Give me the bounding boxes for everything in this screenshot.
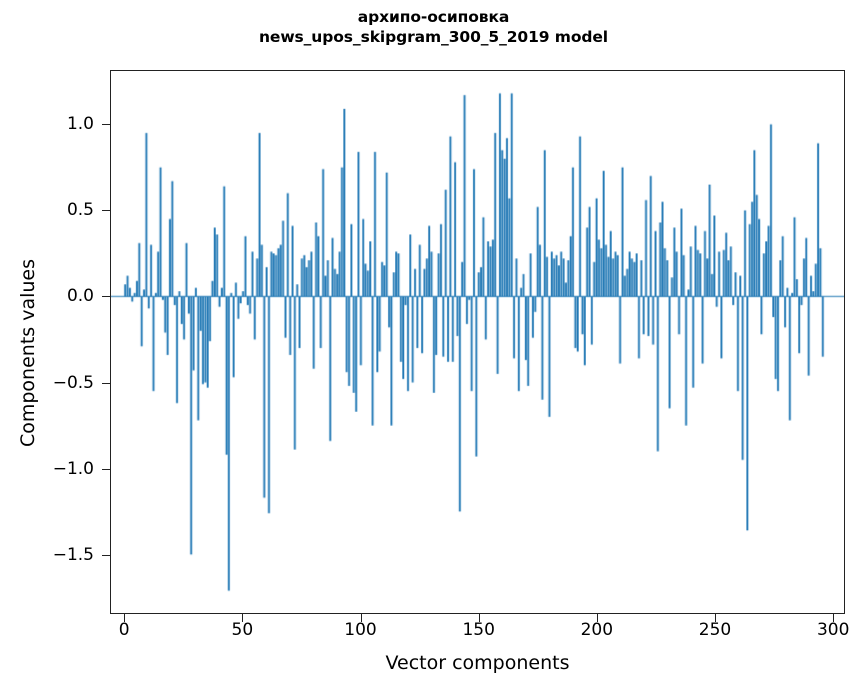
bar-series-canvas xyxy=(111,71,844,613)
x-tick-label: 50 xyxy=(231,620,254,640)
x-tick-label: 300 xyxy=(816,620,850,640)
x-tick-label: 0 xyxy=(118,620,130,640)
y-tick-label: −0.5 xyxy=(52,372,94,393)
y-tick-mark xyxy=(102,555,110,557)
y-tick-label: 0.0 xyxy=(66,286,94,307)
y-tick-mark xyxy=(102,382,110,384)
x-tick-mark xyxy=(242,614,244,622)
y-tick-label: 0.5 xyxy=(66,199,94,220)
x-tick-label: 100 xyxy=(344,620,377,640)
chart-title: архипо-осиповка news_upos_skipgram_300_5… xyxy=(0,8,867,48)
title-line-1: архипо-осиповка xyxy=(357,8,510,26)
x-tick-label: 250 xyxy=(698,620,732,640)
plot-area xyxy=(110,70,845,614)
x-tick-mark xyxy=(833,614,835,622)
x-tick-label: 150 xyxy=(462,620,495,640)
y-tick-mark xyxy=(102,468,110,470)
x-tick-mark xyxy=(360,614,362,622)
x-tick-label: 200 xyxy=(580,620,614,640)
x-tick-mark xyxy=(124,614,126,622)
title-line-2: news_upos_skipgram_300_5_2019 model xyxy=(258,27,609,46)
y-tick-label: 1.0 xyxy=(66,113,94,134)
y-axis-label: Components values xyxy=(17,258,39,448)
y-tick-mark xyxy=(102,209,110,211)
x-tick-mark xyxy=(478,614,480,622)
x-tick-mark xyxy=(715,614,717,622)
y-tick-label: −1.5 xyxy=(52,545,94,566)
y-tick-mark xyxy=(102,123,110,125)
x-tick-mark xyxy=(596,614,598,622)
y-tick-label: −1.0 xyxy=(52,458,94,479)
x-axis-label: Vector components xyxy=(385,652,570,674)
y-tick-mark xyxy=(102,296,110,298)
y-tick-labels: 1.0 0.5 0.0 −0.5 −1.0 −1.5 xyxy=(0,0,110,696)
